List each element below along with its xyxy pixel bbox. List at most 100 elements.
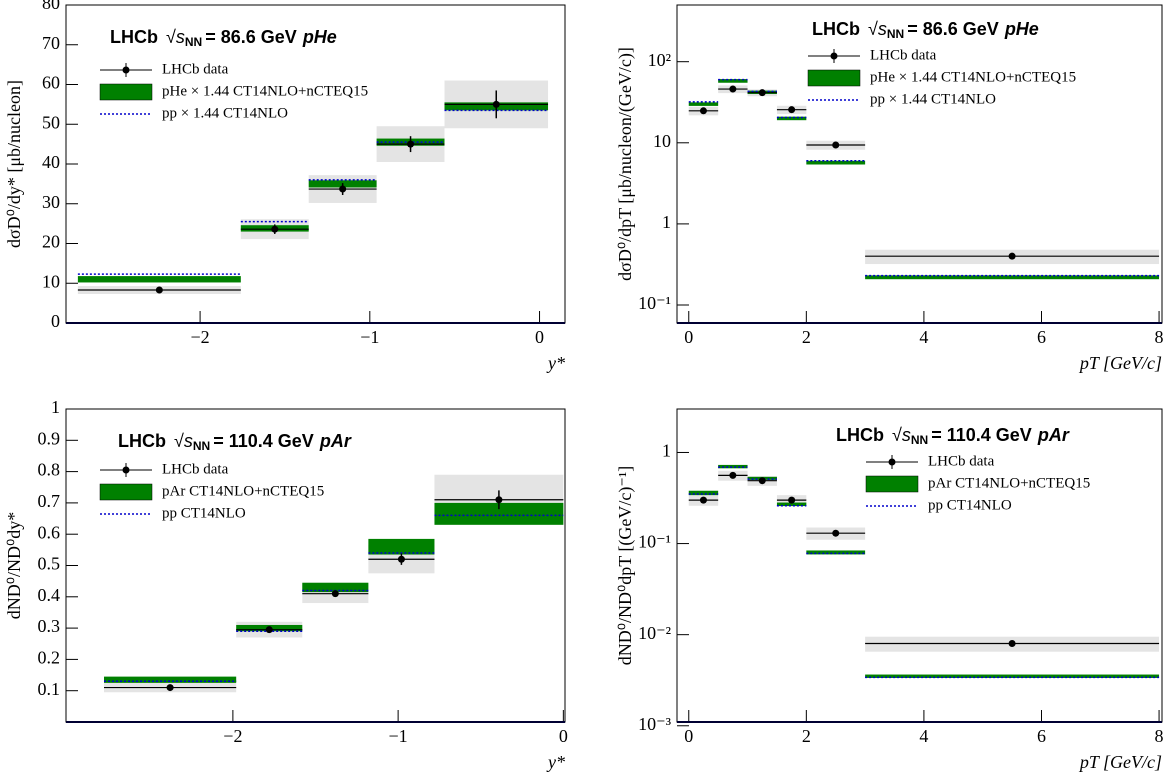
x-tick-label: 0 [535,327,544,347]
theory-band [434,502,564,525]
sqrt-s-sub: NN [887,27,904,41]
data-point [492,100,500,108]
x-axis-label: y* [546,353,565,373]
legend-symbol [830,52,838,60]
data-point [271,225,279,233]
y-tick-label: 1 [662,212,671,232]
theory-band [718,464,748,469]
y-tick-label: 50 [42,112,60,132]
y-tick-label: 40 [42,152,60,172]
legend-label: pHe × 1.44 CT14NLO+nCTEQ15 [870,69,1076,85]
data-point [729,471,737,479]
system: pAr [1037,425,1070,445]
legend-label: pAr CT14NLO+nCTEQ15 [928,475,1090,491]
y-tick-label: 0.4 [38,585,61,605]
data-point [758,477,766,485]
system: pHe [302,27,337,47]
y-tick-label: 10⁻¹ [638,532,671,552]
sqrt-s: √s [868,19,887,39]
header: LHCb √sNN = 110.4 GeV pAr [836,425,1070,447]
x-tick-label: 4 [919,726,928,746]
y-tick-label: 0.3 [38,616,61,636]
data-point [339,185,347,193]
data-point [495,496,503,504]
x-axis-label: pT [GeV/c] [1078,353,1162,373]
y-tick-label: 1 [51,397,60,417]
y-tick-label: 0.1 [38,679,61,699]
theory-band [688,102,719,106]
data-point [832,141,840,149]
theory-band [865,674,1160,678]
x-tick-label: −2 [223,726,242,746]
y-tick-label: 10 [42,271,60,291]
data-point [699,107,707,115]
theory-band [302,582,369,593]
y-tick-label: 80 [42,0,60,13]
legend-label: LHCb data [162,61,229,77]
x-tick-label: 2 [802,327,811,347]
x-tick-label: 0 [559,726,568,746]
plot-frame [65,4,566,324]
y-tick-label: 10 [653,131,671,151]
plot-frame [65,408,566,723]
x-tick-label: −1 [389,726,408,746]
legend-label: pAr CT14NLO+nCTEQ15 [162,483,324,499]
theory-band [104,676,237,683]
header: LHCb √sNN = 86.6 GeV pHe [110,27,337,49]
data-point [265,626,273,634]
experiment: LHCb [836,425,884,445]
energy: = 110.4 GeV [213,431,314,451]
theory-band [806,160,866,165]
header: LHCb √sNN = 86.6 GeV pHe [812,19,1039,41]
data-point [788,496,796,504]
x-axis-label: y* [546,752,565,772]
sqrt-s: √s [892,425,911,445]
y-axis-label: dND⁰/ND⁰dpT [(GeV/c)⁻¹] [615,466,636,665]
data-point [758,89,766,97]
sqrt-s-sub: NN [193,439,210,453]
x-tick-label: −1 [360,327,379,347]
x-tick-label: 2 [802,726,811,746]
system: pHe [1004,19,1039,39]
y-tick-label: 70 [42,33,60,53]
panel: 10⁻³ 10⁻² 10⁻¹ 1 0 2 4 6 8 pT [GeV/c] dND⁰/ND⁰dpT … [615,408,1164,772]
legend-label: pp CT14NLO [928,497,1012,513]
x-tick-label: 8 [1155,726,1164,746]
y-axis-label: dND⁰/ND⁰dy* [4,512,24,619]
legend-label: LHCb data [928,453,995,469]
y-tick-label: 0.9 [38,428,61,448]
system: pAr [319,431,352,451]
legend-symbol [99,83,153,101]
y-tick-label: 0.8 [38,460,61,480]
y-tick-label: 0.5 [38,554,61,574]
data-point [1008,639,1016,647]
legend-symbol [807,69,861,87]
theory-band [688,490,719,496]
theory-band [776,502,807,507]
header: LHCb √sNN = 110.4 GeV pAr [118,431,352,453]
theory-band [865,275,1160,280]
experiment: LHCb [118,431,166,451]
data-point [397,555,405,563]
y-tick-label: 10⁻² [638,623,671,643]
sqrt-s: √s [174,431,193,451]
sqrt-s-sub: NN [185,35,202,49]
y-tick-label: 0.7 [38,491,61,511]
theory-band [806,550,866,555]
legend-label: pp × 1.44 CT14NLO [162,105,288,121]
x-tick-label: 8 [1155,327,1164,347]
y-tick-label: 10⁻³ [638,714,672,734]
legend-label: pHe × 1.44 CT14NLO+nCTEQ15 [162,83,368,99]
y-tick-label: 0 [51,311,60,331]
experiment: LHCb [110,27,158,47]
x-tick-label: 4 [919,327,928,347]
data-point [155,286,163,294]
data-point [699,496,707,504]
y-tick-label: 1 [662,441,671,461]
experiment: LHCb [812,19,860,39]
y-tick-label: 10² [648,50,671,70]
data-point [729,85,737,93]
legend-symbol [865,475,919,493]
